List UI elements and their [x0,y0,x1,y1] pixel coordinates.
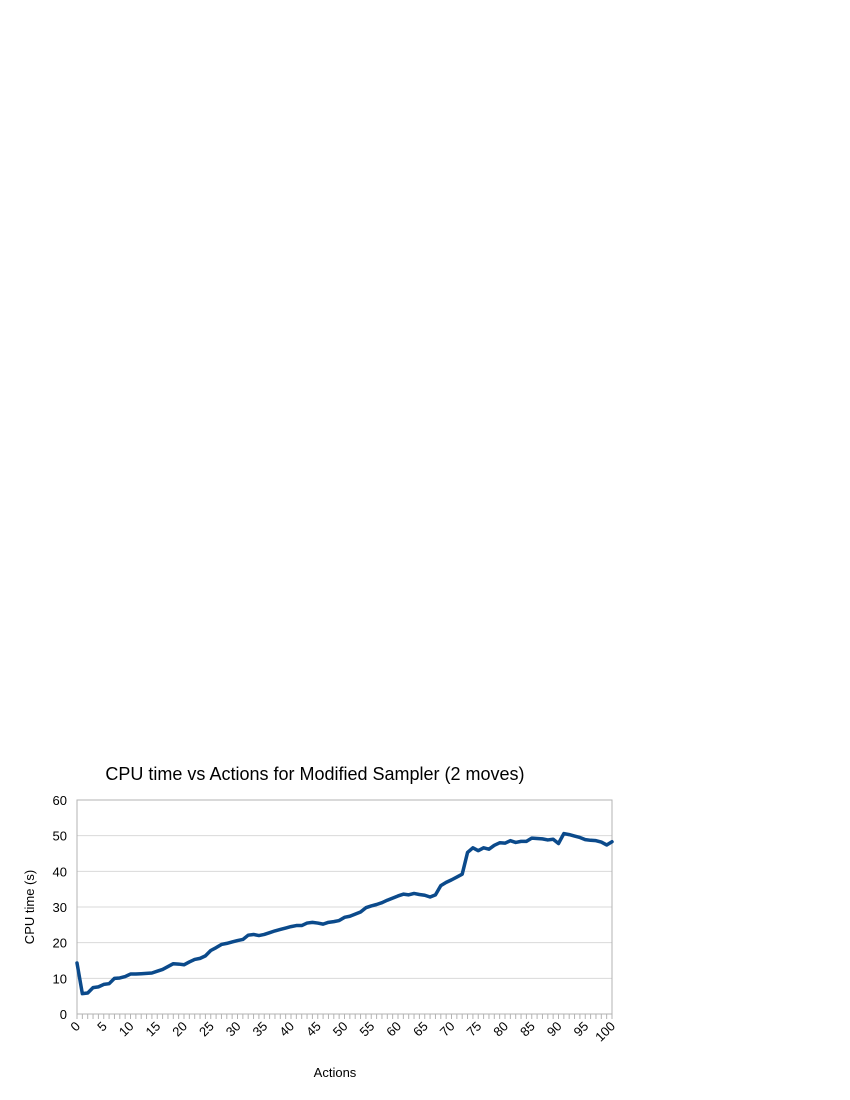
x-tick-label: 65 [410,1019,431,1040]
x-tick-label: 90 [544,1019,565,1040]
x-tick-label: 35 [250,1019,271,1040]
y-tick-label: 30 [53,900,67,915]
x-tick-label: 75 [464,1019,485,1040]
x-tick-label: 60 [383,1019,404,1040]
x-tick-label: 50 [330,1019,351,1040]
y-tick-label: 50 [53,829,67,844]
x-tick-label: 45 [303,1019,324,1040]
x-axis-tick-labels: 0 5 10 15 20 25 30 35 40 45 50 55 60 65 70 75 80 85 90 95 10… [67,1019,618,1045]
y-axis-title: CPU time (s) [22,870,37,944]
x-tick-label: 40 [276,1019,297,1040]
x-tick-label: 55 [357,1019,378,1040]
y-tick-label: 10 [53,971,67,986]
x-tick-label: 10 [116,1019,137,1040]
y-tick-label: 20 [53,936,67,951]
gridlines [77,799,612,1015]
y-axis-tick-labels: 0 10 20 30 40 50 60 [53,793,67,1022]
x-tick-label: 80 [490,1019,511,1040]
x-tick-label: 0 [67,1019,83,1035]
y-tick-label: 40 [53,864,67,879]
chart-title: CPU time vs Actions for Modified Sampler… [105,764,524,784]
x-tick-label: 95 [571,1019,592,1040]
series-line [75,831,614,996]
y-tick-label: 0 [60,1007,67,1022]
x-axis-title: Actions [314,1065,357,1080]
x-tick-label: 15 [143,1019,164,1040]
y-tick-label: 60 [53,793,67,808]
x-tick-label: 85 [517,1019,538,1040]
x-tick-label: 25 [196,1019,217,1040]
x-tick-label: 5 [94,1019,110,1035]
x-axis-ticks [76,1014,613,1019]
series-group [75,831,614,996]
x-tick-label: 30 [223,1019,244,1040]
x-tick-label: 20 [169,1019,190,1040]
x-tick-label: 70 [437,1019,458,1040]
x-tick-label: 100 [592,1019,618,1045]
